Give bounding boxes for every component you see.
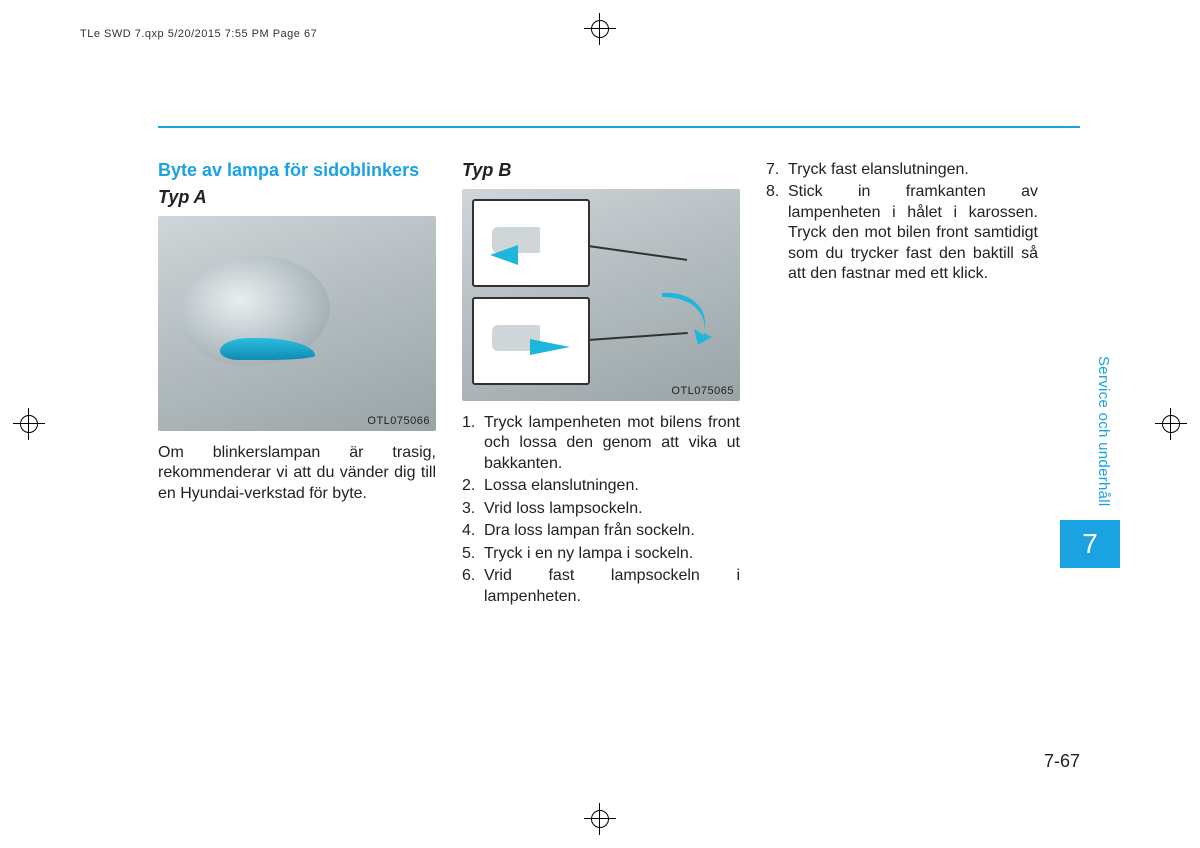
column-middle: Typ B OTL075065 1.Tryck lampenheten mot … — [462, 160, 740, 609]
callout-line — [588, 245, 687, 261]
type-b-heading: Typ B — [462, 160, 740, 181]
section-heading: Byte av lampa för sidoblinkers — [158, 160, 436, 181]
type-b-steps: 1.Tryck lampenheten mot bilens front och… — [462, 413, 740, 607]
step-item: 7.Tryck fast elanslutningen. — [766, 160, 1038, 180]
print-header: TLe SWD 7.qxp 5/20/2015 7:55 PM Page 67 — [80, 28, 317, 40]
crop-mark-left — [15, 410, 43, 438]
side-label: Service och underhåll — [1095, 356, 1112, 507]
step-item: 6.Vrid fast lampsockeln i lampenheten. — [462, 566, 740, 607]
page-number: 7-67 — [1044, 751, 1080, 772]
column-left: Byte av lampa för sidoblinkers Typ A OTL… — [158, 160, 436, 609]
figure-label-b: OTL075065 — [671, 385, 734, 397]
step-item: 4.Dra loss lampan från sockeln. — [462, 521, 740, 541]
inset-top — [472, 199, 590, 287]
crop-mark-top — [586, 15, 614, 43]
chapter-tab: 7 — [1060, 520, 1120, 568]
header-rule — [158, 126, 1080, 128]
step-item: 3.Vrid loss lampsockeln. — [462, 499, 740, 519]
step-item: 5.Tryck i en ny lampa i sockeln. — [462, 544, 740, 564]
content-area: Byte av lampa för sidoblinkers Typ A OTL… — [158, 160, 1038, 609]
step-item: 1.Tryck lampenheten mot bilens front och… — [462, 413, 740, 474]
mirror-illustration — [180, 256, 330, 366]
step-item: 2.Lossa elanslutningen. — [462, 476, 740, 496]
crop-mark-bottom — [586, 805, 614, 833]
steps-continued: 7.Tryck fast elanslutningen.8.Stick in f… — [766, 160, 1038, 285]
type-a-paragraph: Om blinkerslampan är trasig, rekommender… — [158, 443, 436, 504]
inset-bottom — [472, 297, 590, 385]
type-a-heading: Typ A — [158, 187, 436, 208]
fender-arrow-icon — [654, 287, 714, 347]
figure-label-a: OTL075066 — [367, 415, 430, 427]
column-right: 7.Tryck fast elanslutningen.8.Stick in f… — [766, 160, 1038, 609]
figure-type-a: OTL075066 — [158, 216, 436, 431]
figure-type-b: OTL075065 — [462, 189, 740, 401]
step-item: 8.Stick in framkanten av lampenheten i h… — [766, 182, 1038, 284]
crop-mark-right — [1157, 410, 1185, 438]
